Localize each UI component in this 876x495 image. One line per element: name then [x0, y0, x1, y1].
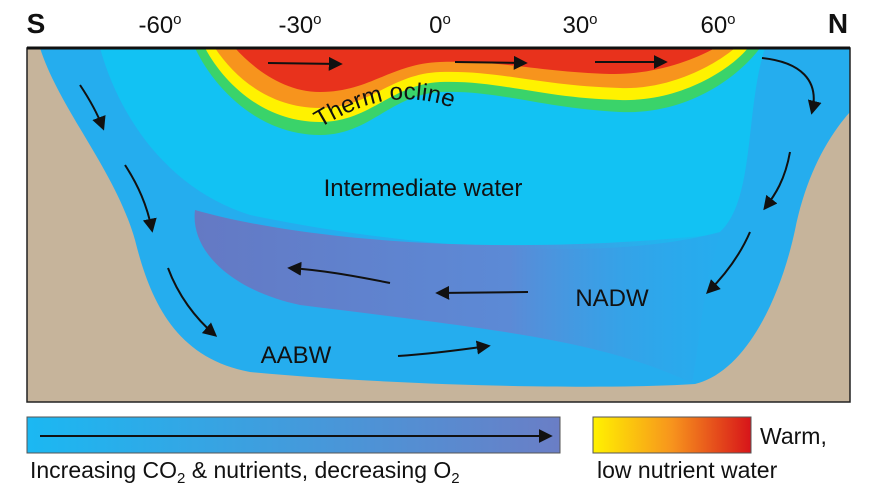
degree-mark: o [313, 11, 321, 28]
latitude-label: 30o [562, 11, 597, 39]
degree-mark: o [727, 11, 735, 28]
south-label: S [27, 8, 46, 39]
warm-layer-red [235, 48, 715, 92]
legend-part: & nutrients, decreasing O [185, 457, 451, 483]
legend-subscript: 2 [451, 470, 459, 487]
latitude-label: 60o [700, 11, 735, 39]
legend-subscript: 2 [177, 470, 185, 487]
latitude-value: 30 [562, 12, 589, 39]
latitude-value: -60 [138, 12, 173, 39]
intermediate-label: Intermediate water [324, 175, 523, 202]
degree-mark: o [589, 11, 597, 28]
nadw-label: NADW [575, 285, 649, 312]
warm-gradient-bar [592, 416, 752, 454]
latitude-value: -30 [278, 12, 313, 39]
deep-water-band [194, 210, 721, 383]
latitude-value: 0 [429, 12, 442, 39]
latitude-label: 0o [429, 11, 451, 39]
latitude-axis: -60o -30o 0o 30o 60o [138, 11, 735, 39]
degree-mark: o [173, 11, 181, 28]
latitude-value: 60 [700, 12, 727, 39]
co2-legend-text: Increasing CO2 & nutrients, decreasing O… [30, 457, 460, 487]
warm-legend-line2: low nutrient water [597, 457, 778, 483]
degree-mark: o [443, 11, 451, 28]
latitude-label: -30o [278, 11, 321, 39]
legend-part: Increasing CO [30, 457, 177, 483]
aabw-label: AABW [261, 342, 332, 369]
latitude-label: -60o [138, 11, 181, 39]
north-label: N [828, 8, 848, 39]
warm-legend-line1: Warm, [760, 423, 827, 449]
